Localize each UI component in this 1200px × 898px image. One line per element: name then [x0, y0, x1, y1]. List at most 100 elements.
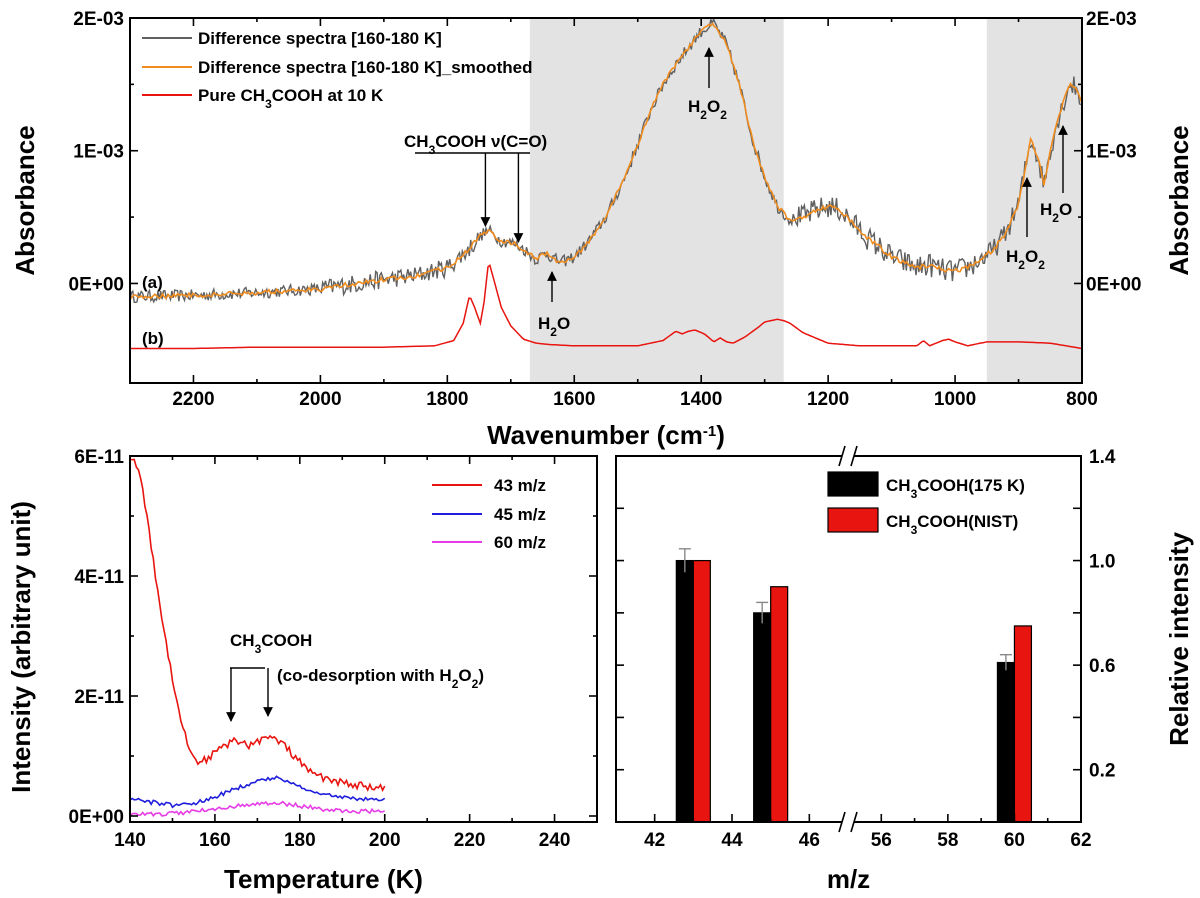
bl-x-tick-label: 240 — [539, 830, 571, 851]
br-x-tick-label: 42 — [644, 830, 665, 851]
top-x-axis-title: Wavenumber (cm-1) — [487, 420, 725, 450]
bl-ann-codesorption-label: (co-desorption with H2O2) — [277, 666, 484, 691]
br-legend-label-0-part: CH — [886, 476, 911, 495]
top-ann-acetic-label-part: COOH — [435, 132, 491, 151]
top-ann-h2o2-label: H2O2 — [688, 97, 727, 122]
top-x-tick-label: 2000 — [299, 389, 341, 410]
top-y-tick-label: 1E-03 — [73, 142, 124, 163]
bl-y-tick-label: 2E-11 — [74, 687, 124, 708]
br-legend-label-0-part: 3 — [911, 487, 918, 501]
bl-ann-acetic-label: CH3COOH — [230, 631, 312, 656]
top-ann-h2o-label-2: H2O — [1040, 200, 1072, 225]
bl-y-tick-label: 0E+00 — [69, 807, 124, 828]
br-legend-label-0: CH3COOH(175 K) — [886, 476, 1025, 501]
top-ann-h2o2-label-2-part: 2 — [1018, 258, 1025, 272]
top-ann-h2o2-label-2-part: O — [1025, 247, 1038, 266]
top-legend-label-0: Difference spectra [160-180 K] — [198, 29, 442, 48]
top-ann-h2o-label-2-part: 2 — [1052, 211, 1059, 225]
series-tag-b: (b) — [142, 329, 164, 348]
top-ann-h2o-label-part: H — [538, 314, 550, 333]
bl-y-tick-label: 4E-11 — [74, 567, 124, 588]
bar-1-45 — [770, 586, 789, 823]
top-legend-label-2: Pure CH3COOH at 10 K — [198, 86, 384, 111]
br-y-axis-title: Relative intensity — [1164, 532, 1194, 746]
top-ann-h2o2-label-2: H2O2 — [1006, 247, 1045, 272]
br-y-tick-label: 0.6 — [1089, 656, 1115, 677]
top-ann-acetic-label-part: 3 — [429, 143, 436, 157]
bl-legend-label-2: 60 m/z — [494, 533, 546, 552]
top-ann-acetic-label-part: CH — [404, 132, 429, 151]
shaded-region-1 — [986, 18, 1082, 383]
bl-ann-acetic-label-part: COOH — [261, 631, 312, 650]
bl-x-tick-label: 140 — [114, 830, 146, 851]
top-y-tick-label: 0E+00 — [69, 274, 124, 295]
br-x-tick-label: 58 — [937, 830, 958, 851]
top-y-axis-title-right: Absorbance — [1164, 125, 1194, 275]
bl-ann-codesorption-label-part: O — [458, 666, 471, 685]
br-x-tick-label: 44 — [721, 830, 743, 851]
br-legend-swatch-0 — [827, 471, 879, 497]
br-legend-swatch-1 — [827, 507, 879, 533]
axis-break-gap-bottom — [842, 810, 854, 834]
br-legend-label-1-part: CH — [886, 512, 911, 531]
axis-break-mark — [850, 811, 858, 833]
bottom-left-frame — [129, 455, 598, 823]
bar-1-43 — [692, 559, 711, 823]
top-ann-acetic-label-part: (C=O) — [500, 132, 547, 151]
top-legend-label-2-part: Pure CH — [198, 86, 265, 105]
top-ann-h2o2-label-part: O — [707, 97, 720, 116]
top-x-tick-label: 2200 — [172, 389, 214, 410]
top-ann-h2o-label-part: O — [557, 314, 570, 333]
bl-ann-acetic-label-part: 3 — [255, 642, 262, 656]
br-legend-label-1-part: 3 — [911, 523, 918, 537]
bl-x-tick-label: 200 — [369, 830, 401, 851]
top-x-tick-label: 1800 — [426, 389, 468, 410]
top-x-tick-label: 1200 — [807, 389, 849, 410]
top-ann-h2o2-label-part: 2 — [700, 108, 707, 122]
bar-0-60 — [996, 661, 1016, 823]
tpd-line-0 — [129, 458, 386, 793]
top-x-tick-label: 1400 — [680, 389, 722, 410]
tpd-line-1 — [129, 775, 386, 809]
top-legend-label-1: Difference spectra [160-180 K]_smoothed — [198, 58, 532, 77]
top-ann-acetic-label: CH3COOH ν(C=O) — [404, 132, 547, 157]
top-y-axis-title: Absorbance — [10, 125, 40, 275]
top-legend-label-2-part: 3 — [265, 97, 272, 111]
br-x-tick-label: 62 — [1070, 830, 1091, 851]
br-x-tick-label: 46 — [799, 830, 820, 851]
br-legend-label-1-part: COOH(NIST) — [917, 512, 1018, 531]
bl-x-tick-label: 180 — [284, 830, 316, 851]
bl-x-tick-label: 220 — [454, 830, 486, 851]
axis-break-mark-top — [838, 445, 846, 467]
top-ann-h2o2-label-2-part: H — [1006, 247, 1018, 266]
br-x-tick-label: 56 — [871, 830, 892, 851]
top-ann-h2o-label-2-part: H — [1040, 200, 1052, 219]
top-ann-h2o-label: H2O — [538, 314, 570, 339]
top-legend-label-2-part: COOH at 10 K — [272, 86, 384, 105]
br-x-axis-title: m/z — [827, 864, 870, 894]
bl-ann-codesorption-label-part: 2 — [452, 677, 459, 691]
top-x-axis-title-part: Wavenumber (cm — [487, 420, 703, 450]
top-x-tick-label: 800 — [1066, 389, 1098, 410]
shaded-region-0 — [529, 18, 784, 383]
br-legend-label-1: CH3COOH(NIST) — [886, 512, 1018, 537]
tpd-line-2 — [129, 800, 385, 818]
top-y-tick-label-right: 1E-03 — [1086, 142, 1137, 163]
bar-0-45 — [753, 612, 772, 823]
top-ann-acetic-label-part: ν — [491, 132, 500, 151]
top-plot-frame — [129, 17, 1083, 384]
axis-break-mark-top — [850, 445, 858, 467]
spectrum-line-1 — [129, 22, 1083, 300]
bl-x-axis-title: Temperature (K) — [224, 864, 423, 894]
br-x-tick-label: 60 — [1004, 830, 1025, 851]
br-y-tick-label: 1.4 — [1089, 447, 1116, 468]
bl-y-axis-title: Intensity (arbitrary unit) — [6, 501, 36, 793]
bar-1-60 — [1013, 625, 1033, 823]
top-ann-h2o2-label-part: 2 — [720, 108, 727, 122]
bar-0-43 — [675, 559, 694, 823]
bl-x-tick-label: 160 — [199, 830, 231, 851]
bl-ann-codesorption-label-part: ) — [478, 666, 484, 685]
top-x-tick-label: 1600 — [553, 389, 595, 410]
top-y-tick-label-right: 0E+00 — [1086, 274, 1141, 295]
